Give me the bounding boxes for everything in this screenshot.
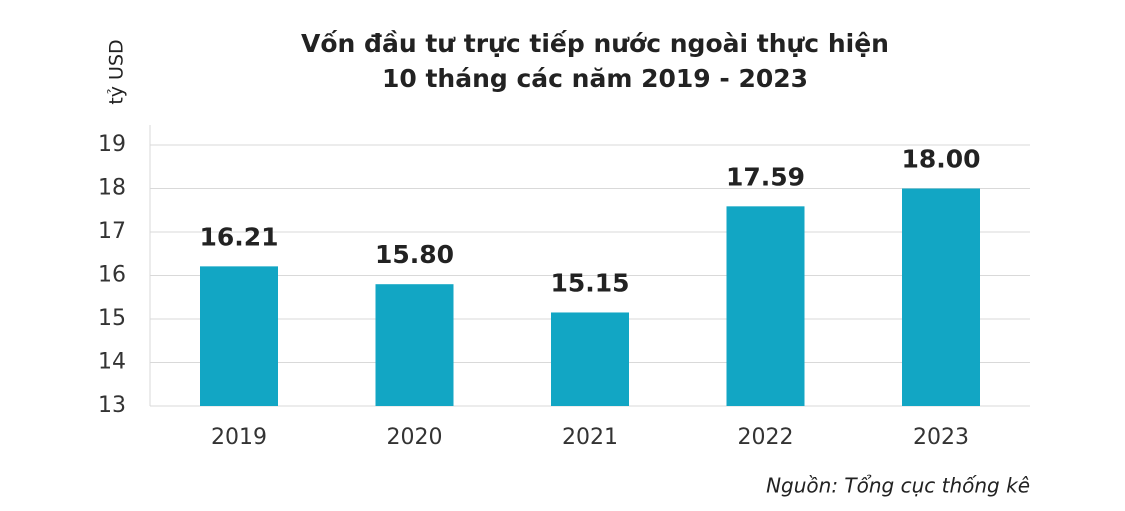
x-tick-label: 2022 bbox=[738, 425, 794, 450]
y-tick-label: 19 bbox=[98, 132, 126, 157]
y-axis-label: tỷ USD bbox=[106, 39, 128, 104]
source-note: Nguồn: Tổng cục thống kê bbox=[766, 474, 1030, 498]
value-label: 18.00 bbox=[901, 145, 980, 174]
y-tick-label: 18 bbox=[98, 176, 126, 201]
x-tick-label: 2021 bbox=[562, 425, 618, 450]
value-label: 15.15 bbox=[550, 268, 629, 297]
bar bbox=[726, 206, 805, 406]
bar bbox=[551, 312, 629, 406]
x-tick-label: 2020 bbox=[387, 425, 443, 450]
x-tick-label: 2023 bbox=[913, 425, 969, 450]
y-tick-label: 14 bbox=[98, 350, 126, 375]
chart-title: 10 tháng các năm 2019 - 2023 bbox=[382, 64, 808, 93]
y-tick-label: 13 bbox=[98, 393, 126, 418]
y-tick-label: 16 bbox=[98, 263, 126, 288]
value-label: 16.21 bbox=[199, 222, 278, 251]
value-label: 17.59 bbox=[726, 162, 805, 191]
y-tick-label: 15 bbox=[98, 306, 126, 331]
y-tick-label: 17 bbox=[98, 219, 126, 244]
chart-title: Vốn đầu tư trực tiếp nước ngoài thực hiệ… bbox=[301, 29, 889, 58]
x-tick-label: 2019 bbox=[211, 425, 267, 450]
bar bbox=[902, 188, 980, 406]
bar bbox=[375, 284, 454, 406]
value-label: 15.80 bbox=[375, 240, 454, 269]
bar bbox=[200, 266, 278, 406]
